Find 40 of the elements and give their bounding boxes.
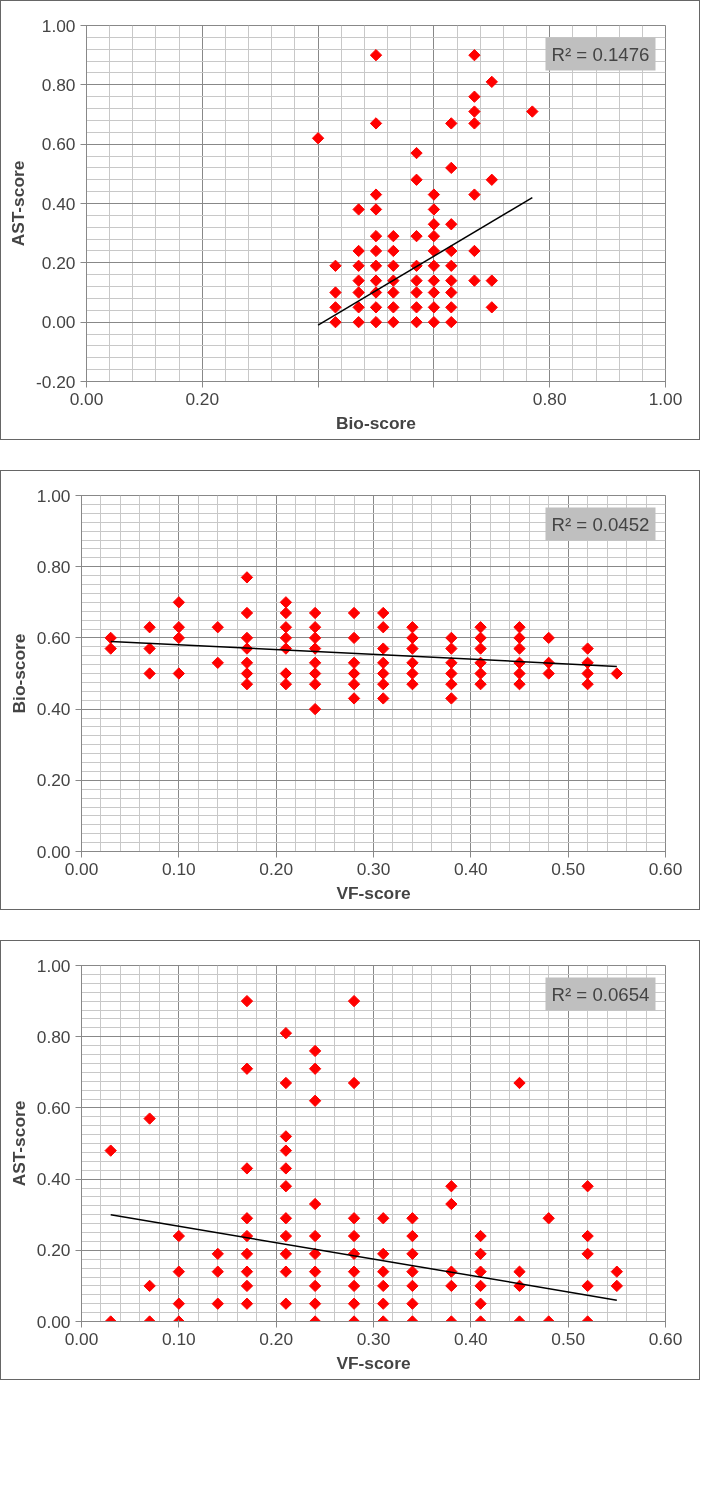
x-axis-title: Bio-score — [336, 412, 417, 433]
x-tick-label: 0.30 — [356, 858, 391, 879]
annotation: R² = 0.0452 — [551, 513, 650, 535]
y-tick-label: 0.60 — [41, 134, 76, 155]
y-tick-label: 0.80 — [41, 74, 76, 95]
y-tick-label: 0.60 — [36, 1097, 71, 1118]
y-tick-label: 0.80 — [36, 1026, 71, 1047]
x-tick-label: 0.40 — [453, 858, 488, 879]
x-tick-label: 0.80 — [532, 388, 567, 409]
y-tick-label: 0.20 — [36, 770, 71, 791]
y-tick-label: 0.20 — [36, 1240, 71, 1261]
x-tick-label: 0.50 — [551, 858, 586, 879]
y-tick-label: 0.60 — [36, 627, 71, 648]
x-tick-label: 0.30 — [356, 1328, 391, 1349]
y-tick-label: 0.20 — [41, 252, 76, 273]
x-tick-label: 0.20 — [259, 858, 294, 879]
y-tick-label: 1.00 — [36, 485, 71, 506]
y-tick-label: 0.40 — [36, 699, 71, 720]
y-tick-label: 1.00 — [36, 955, 71, 976]
x-axis-title: VF-score — [336, 882, 411, 903]
y-axis-title: AST-score — [8, 160, 28, 247]
x-tick-label: 0.20 — [259, 1328, 294, 1349]
x-tick-label: 0.60 — [648, 858, 683, 879]
x-tick-label: 0.60 — [648, 1328, 683, 1349]
x-tick-label: 0.10 — [161, 1328, 196, 1349]
y-tick-label: 0.40 — [36, 1169, 71, 1190]
x-tick-label: 1.00 — [648, 388, 683, 409]
x-tick-label: 0.10 — [161, 858, 196, 879]
x-tick-label: 0.40 — [453, 1328, 488, 1349]
y-axis-title: AST-score — [8, 1100, 29, 1187]
x-tick-label: 0.50 — [551, 1328, 586, 1349]
y-tick-label: 1.00 — [41, 15, 76, 36]
annotation: R² = 0.1476 — [551, 43, 650, 65]
x-tick-label: 0.20 — [185, 388, 220, 409]
x-axis-title: VF-score — [336, 1352, 411, 1373]
y-tick-label: 0.00 — [41, 312, 76, 333]
y-axis-title: Bio-score — [8, 633, 29, 714]
y-tick-label: 0.80 — [36, 556, 71, 577]
annotation: R² = 0.0654 — [551, 983, 650, 1005]
y-tick-label: 0.40 — [41, 193, 76, 214]
